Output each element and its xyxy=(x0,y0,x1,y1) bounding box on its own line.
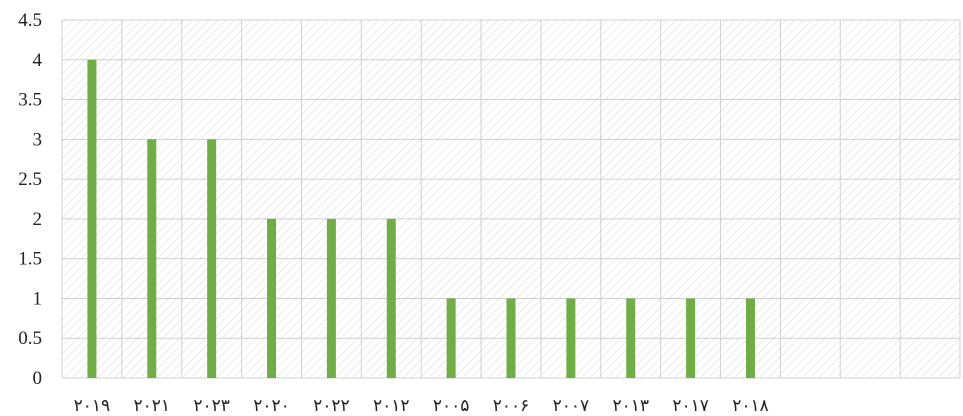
x-tick-label: ۲۰۰۵ xyxy=(433,396,470,416)
y-tick-label: 1.5 xyxy=(18,249,42,270)
y-tick-label: 0.5 xyxy=(18,328,42,349)
y-tick-label: 2.5 xyxy=(18,169,42,190)
bar xyxy=(267,218,277,378)
x-tick-label: ۲۰۱۳ xyxy=(612,396,649,416)
bars xyxy=(87,59,755,379)
x-tick-label: ۲۰۰۷ xyxy=(553,396,590,416)
x-tick-label: ۲۰۱۲ xyxy=(373,396,410,416)
y-tick-label: 3.5 xyxy=(18,90,42,111)
bar xyxy=(566,298,576,378)
y-tick-label: 2 xyxy=(33,209,43,230)
bar xyxy=(207,139,217,378)
bar xyxy=(626,298,636,378)
bar xyxy=(87,59,97,379)
x-tick-label: ۲۰۲۱ xyxy=(134,396,171,416)
x-tick-label: ۲۰۱۷ xyxy=(672,396,709,416)
bar xyxy=(745,298,755,378)
y-axis-ticks: 0 0.5 1 1.5 2 2.5 3 3.5 4 4.5 xyxy=(18,10,42,389)
x-tick-label: ۲۰۱۸ xyxy=(732,396,769,416)
x-tick-label: ۲۰۲۳ xyxy=(193,396,230,416)
x-tick-label: ۲۰۱۹ xyxy=(74,396,111,416)
bar xyxy=(446,298,456,378)
x-axis-ticks: ۲۰۱۹ ۲۰۲۱ ۲۰۲۳ ۲۰۲۰ ۲۰۲۲ ۲۰۱۲ ۲۰۰۵ ۲۰۰۶ ۲۰۰۷ ۲۰۱۳… xyxy=(74,396,769,416)
x-tick-label: ۲۰۰۶ xyxy=(493,396,530,416)
bar xyxy=(147,139,157,378)
bar xyxy=(326,218,336,378)
x-tick-label: ۲۰۲۰ xyxy=(253,396,290,416)
x-tick-label: ۲۰۲۲ xyxy=(313,396,350,416)
bar xyxy=(506,298,516,378)
bar xyxy=(386,218,396,378)
bar xyxy=(686,298,696,378)
y-tick-label: 1 xyxy=(33,288,43,309)
y-tick-label: 4 xyxy=(33,50,43,71)
y-tick-label: 0 xyxy=(33,368,43,389)
y-tick-label: 3 xyxy=(33,129,43,150)
y-tick-label: 4.5 xyxy=(18,10,42,31)
